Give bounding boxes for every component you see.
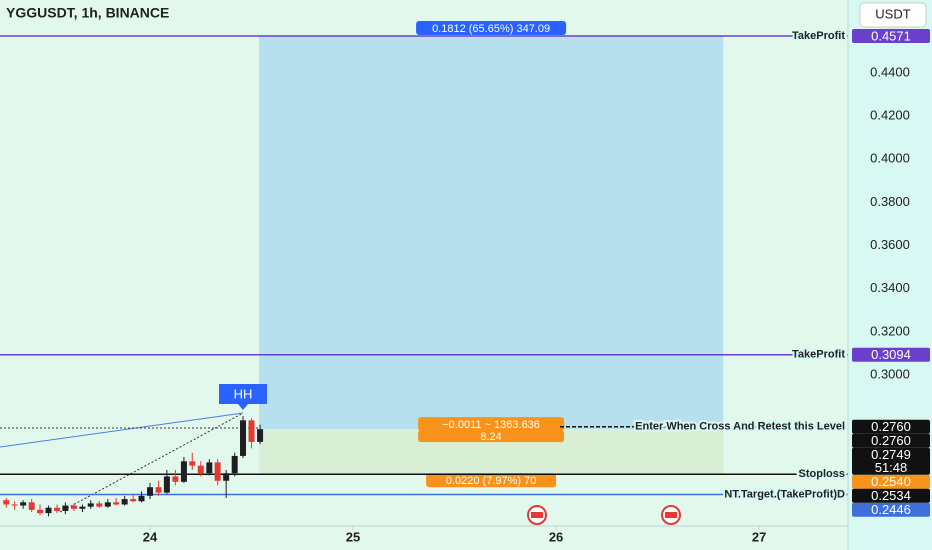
candle-body — [257, 429, 264, 442]
candle-body — [240, 420, 247, 456]
candle-body — [20, 502, 27, 506]
annotation: HH — [234, 386, 253, 401]
price-tag-label: 0.4571 — [871, 28, 911, 43]
level-label: TakeProfit — [792, 349, 845, 361]
profit-zone — [259, 36, 724, 430]
y-tick-label: 0.3000 — [870, 366, 910, 381]
currency-label[interactable]: USDT — [875, 6, 910, 21]
x-tick-label: 27 — [752, 529, 766, 544]
levels-layer: TakeProfit TakeProfit Enter When Cross And… — [0, 28, 848, 502]
candle-body — [11, 504, 18, 506]
price-tag — [852, 433, 930, 448]
price-tag — [852, 474, 930, 489]
countdown: 51:48 — [875, 460, 908, 475]
candle-body — [79, 506, 86, 509]
price-tag-label: 0.2760 — [871, 433, 911, 448]
candle-body — [180, 461, 187, 482]
stop-label-bg — [426, 473, 557, 488]
candle-body — [189, 461, 196, 466]
level-label: TakeProfit — [792, 30, 845, 42]
y-tick-label: 0.3600 — [870, 237, 910, 252]
candle-body — [197, 465, 204, 474]
price-tag-label: 0.2760 — [871, 419, 911, 434]
entry-label-bg — [418, 417, 565, 432]
ratio-label-bg — [418, 430, 565, 443]
y-tick-label: 0.3800 — [870, 194, 910, 209]
y-tick-label: 0.4200 — [870, 108, 910, 123]
candle-body — [70, 505, 77, 509]
candle-body — [155, 487, 162, 493]
target-label: 0.1812 (65.65%) 347.09 — [432, 23, 550, 35]
x-tick-label: 25 — [346, 529, 360, 544]
chart-title: YGGUSDT, 1h, BINANCE — [6, 5, 169, 21]
candle-body — [28, 502, 35, 510]
candle-body — [214, 462, 221, 481]
candle-body — [96, 503, 103, 507]
candle-body — [87, 503, 94, 507]
candle-body — [231, 455, 238, 474]
price-tag-label: 0.2749 — [871, 447, 911, 462]
level-label: Stoploss — [799, 468, 845, 480]
x-tick-label: 26 — [549, 529, 563, 544]
candle-body — [163, 476, 170, 493]
stop-label: 0.0220 (7.97%) 70 — [446, 475, 537, 487]
candle-body — [36, 509, 43, 514]
candle-body — [62, 505, 69, 511]
candle-body — [130, 499, 137, 502]
candle-body — [104, 502, 111, 507]
price-tag-label: 0.2540 — [871, 474, 911, 489]
candle-body — [223, 473, 230, 481]
candle-body — [121, 499, 128, 505]
candle-body — [138, 495, 145, 502]
price-tag — [852, 488, 930, 503]
price-tag — [852, 29, 930, 44]
y-tick-label: 0.3400 — [870, 280, 910, 295]
price-tag — [852, 419, 930, 434]
y-tick-label: 0.4000 — [870, 151, 910, 166]
candle-body — [45, 507, 52, 514]
annotation-bg — [219, 384, 268, 411]
trend-line — [59, 412, 244, 513]
candle-body — [172, 476, 179, 482]
event-icon — [527, 505, 547, 525]
candles-layer: HH — [3, 384, 268, 517]
level-label: NT.Target.(TakeProfit)D — [724, 488, 845, 500]
y-tick-label: 0.3200 — [870, 323, 910, 338]
price-tag — [852, 502, 930, 517]
entry-label: −0.0011 ~ 1363.636 — [442, 419, 540, 431]
candle-body — [147, 487, 154, 496]
x-tick-label: 24 — [143, 529, 158, 544]
candle-body — [206, 462, 213, 474]
axis-layer: 0.4400 0.4200 0.4000 0.3800 0.3600 0.3400 0.32… — [143, 28, 930, 544]
price-tag-label: 0.3094 — [871, 347, 911, 362]
candle-body — [113, 502, 120, 505]
currency-button[interactable] — [859, 2, 927, 28]
trend-line — [0, 412, 244, 448]
price-tag-label: 0.2446 — [871, 502, 911, 517]
candle-body — [248, 420, 255, 442]
target-label-bg — [416, 21, 567, 36]
y-tick-label: 0.4400 — [870, 64, 910, 79]
candle-body — [54, 507, 61, 511]
candle-body — [3, 500, 10, 505]
price-tag — [852, 447, 930, 475]
level-label: Enter When Cross And Retest this Level — [635, 421, 845, 433]
price-tag-label: 0.2534 — [871, 488, 911, 503]
position-layer: 0.1812 (65.65%) 347.09 −0.0011 ~ 1363.636… — [259, 21, 724, 488]
price-tag — [852, 347, 930, 362]
ratio-label: 8.24 — [480, 431, 501, 443]
event-icon — [661, 505, 681, 525]
